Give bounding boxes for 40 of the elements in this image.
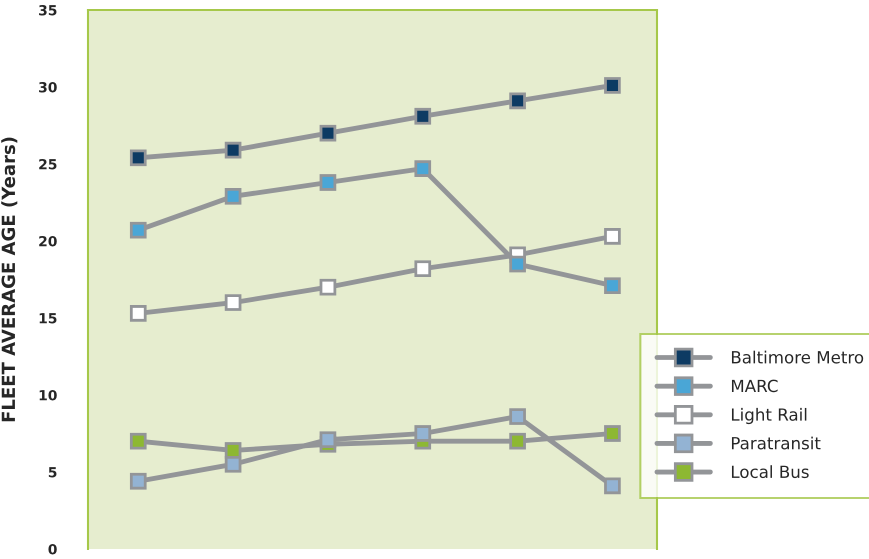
- legend-label: Paratransit: [732, 436, 821, 450]
- point: [320, 124, 336, 142]
- point: [604, 478, 621, 494]
- point: [604, 228, 621, 245]
- point: [224, 456, 242, 473]
- point: [414, 160, 432, 177]
- y-tick-label: 0: [48, 544, 57, 554]
- point: [604, 425, 621, 442]
- point: [509, 408, 526, 425]
- point: [604, 77, 621, 94]
- point: [604, 277, 621, 294]
- point: [130, 432, 147, 450]
- point: [130, 472, 147, 490]
- point: [509, 432, 526, 450]
- y-tick-label: 15: [40, 313, 56, 324]
- point: [509, 256, 526, 272]
- legend-label: Light Rail: [732, 408, 806, 424]
- point: [509, 92, 526, 110]
- y-tick-label: 10: [40, 390, 57, 400]
- point: [224, 188, 242, 205]
- legend-label: Baltimore Metro: [732, 350, 864, 364]
- point: [414, 260, 432, 278]
- legend-label: Local Bus: [732, 465, 809, 478]
- y-tick-label: 25: [39, 158, 56, 170]
- point: [320, 174, 336, 191]
- point: [320, 278, 336, 296]
- point: [224, 294, 242, 311]
- y-tick-label: 20: [39, 236, 57, 246]
- y-tick-label: 5: [48, 467, 56, 478]
- legend-label: MARC: [732, 380, 778, 392]
- point: [130, 222, 147, 239]
- point: [414, 425, 432, 442]
- point: [414, 108, 432, 125]
- y-axis-title: FLEET AVERAGE AGE (Years): [1, 138, 18, 422]
- point: [130, 305, 147, 322]
- point: [130, 150, 147, 166]
- point: [320, 431, 336, 448]
- y-tick-label: 30: [39, 82, 57, 92]
- point: [224, 142, 242, 158]
- y-tick-label: 35: [39, 4, 56, 16]
